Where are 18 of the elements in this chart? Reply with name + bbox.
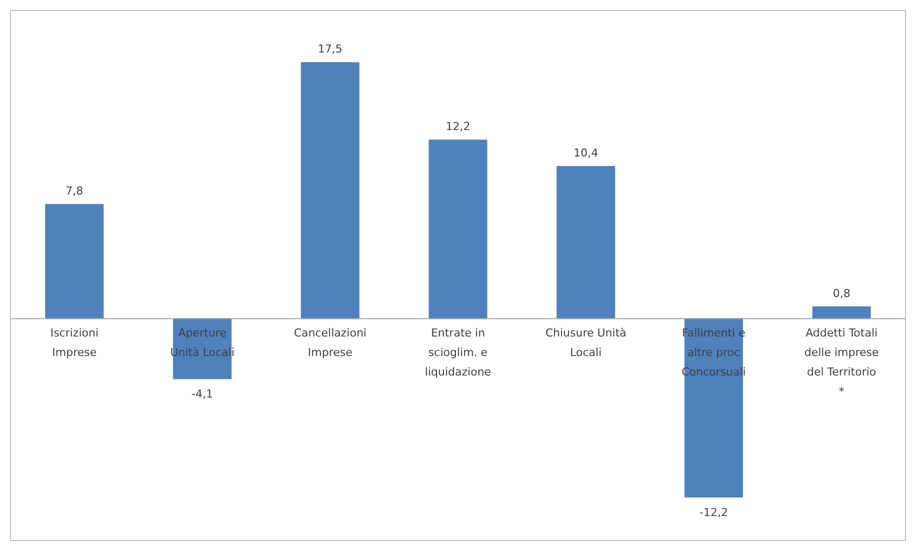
bar — [45, 204, 104, 320]
data-label: -4,1 — [192, 388, 214, 401]
data-label: 17,5 — [318, 42, 342, 56]
data-label: 12,2 — [446, 120, 470, 134]
x-tick-label: Iscrizioni Imprese — [50, 326, 99, 360]
bar — [684, 318, 743, 498]
data-label: 10,4 — [574, 146, 598, 160]
data-label: 7,8 — [66, 184, 84, 198]
bar — [556, 166, 616, 320]
x-tick-label: Entrate in scioglim. e liquidazione — [424, 326, 492, 379]
data-label: -12,2 — [699, 506, 728, 520]
bar — [428, 140, 488, 320]
bar — [812, 306, 871, 320]
x-tick-label: Chiusure Unità Locali — [545, 326, 626, 360]
x-tick-label: Cancellazioni Imprese — [294, 326, 366, 360]
x-tick-label: Addetti Totali delle imprese del Territorio * — [804, 326, 880, 398]
data-label: 0,8 — [832, 286, 850, 300]
bar — [300, 62, 360, 320]
